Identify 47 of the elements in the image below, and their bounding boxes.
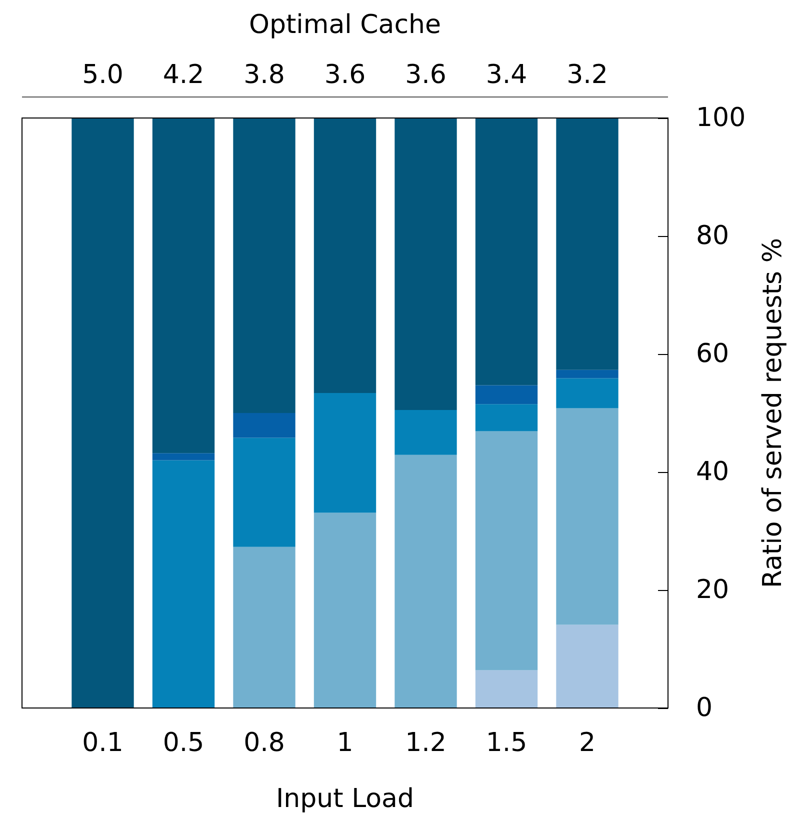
bar (556, 370, 618, 378)
bar (233, 118, 296, 413)
text: 3.8 (244, 60, 285, 90)
bar (394, 410, 457, 455)
text: 5.0 (82, 60, 124, 90)
bar (314, 512, 376, 708)
bar (394, 118, 457, 410)
y-tick-label: 40 (696, 457, 730, 487)
bar (152, 453, 215, 460)
bar (475, 670, 538, 708)
x-tick-label: 0.1 (82, 728, 124, 758)
bar (233, 438, 296, 547)
x-axis-title: Input Load (276, 784, 414, 814)
text: 3.6 (405, 60, 446, 90)
y-axis-title: Ratio of served requests % (758, 238, 788, 588)
bar (556, 624, 618, 708)
bar (314, 392, 376, 513)
bar (314, 118, 376, 393)
text: 3.6 (324, 60, 366, 90)
text: 4.2 (162, 60, 204, 90)
bar (556, 378, 618, 408)
bar (72, 118, 134, 708)
text: 3.2 (566, 60, 608, 90)
y-tick-label: 80 (696, 221, 730, 251)
bar (233, 546, 296, 708)
bar (475, 118, 538, 386)
bar (556, 118, 618, 370)
y-tick-label: 60 (696, 339, 730, 369)
bar (475, 404, 538, 432)
bar (152, 118, 215, 454)
text: 3.4 (486, 60, 528, 90)
x-tick-label: 1 (336, 728, 354, 758)
bar (233, 413, 296, 438)
x-tick-label: 1.2 (405, 728, 446, 758)
x2-axis-title: Optimal Cache (249, 10, 441, 40)
bar (394, 454, 457, 708)
y-tick-label: 20 (696, 575, 730, 605)
x-tick-label: 0.8 (244, 728, 285, 758)
bar (475, 431, 538, 670)
bar (556, 408, 618, 625)
y-tick-label: 100 (696, 103, 746, 133)
y-tick-label: 0 (696, 693, 713, 723)
bar (475, 385, 538, 404)
bar (152, 460, 215, 708)
x-tick-label: 1.5 (486, 728, 528, 758)
x-tick-label: 0.5 (162, 728, 204, 758)
x-tick-label: 2 (578, 728, 596, 758)
